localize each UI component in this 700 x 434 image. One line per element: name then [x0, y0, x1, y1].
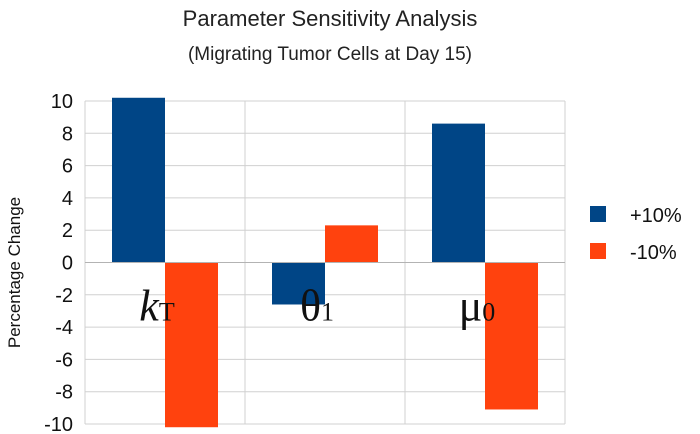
y-tick-label: 6 — [62, 156, 73, 178]
chart-title-block: Parameter Sensitivity Analysis (Migratin… — [0, 0, 660, 66]
y-tick-label: 4 — [62, 188, 73, 210]
y-tick-label: -4 — [55, 317, 73, 339]
y-tick-label: 10 — [51, 91, 73, 113]
bar-plus10-2 — [432, 123, 485, 263]
category-label-2: μ0 — [459, 282, 496, 331]
y-tick-label: -6 — [55, 349, 73, 371]
category-labels: kT θ1 μ0 — [139, 282, 495, 331]
bar-plus10-1 — [272, 262, 325, 305]
y-tick-label: 2 — [62, 220, 73, 242]
y-tick-label: 0 — [62, 253, 73, 275]
y-tick-label: 8 — [62, 123, 73, 145]
legend-swatch-0 — [590, 206, 606, 222]
y-axis-label: Percentage Change — [5, 197, 24, 348]
y-tick-label: -2 — [55, 285, 73, 307]
bar-minus10-0 — [165, 262, 218, 428]
legend-label-0: +10% — [630, 205, 682, 227]
bar-plus10-0 — [112, 97, 165, 263]
chart-subtitle: (Migrating Tumor Cells at Day 15) — [187, 44, 473, 65]
legend-label-1: -10% — [630, 242, 677, 264]
bars — [112, 97, 538, 428]
category-label-0: kT — [139, 282, 175, 331]
y-tick-label: -10 — [44, 414, 73, 434]
category-label-1: θ1 — [300, 282, 334, 331]
y-tick-label: -8 — [55, 382, 73, 404]
bar-minus10-2 — [485, 262, 538, 410]
y-tick-labels: 10 8 6 4 2 0 -2 -4 -6 -8 -10 — [44, 91, 73, 434]
legend-swatch-1 — [590, 243, 606, 259]
bar-minus10-1 — [325, 225, 378, 263]
legend: +10% -10% — [590, 205, 682, 264]
chart-title: Parameter Sensitivity Analysis — [182, 6, 478, 31]
